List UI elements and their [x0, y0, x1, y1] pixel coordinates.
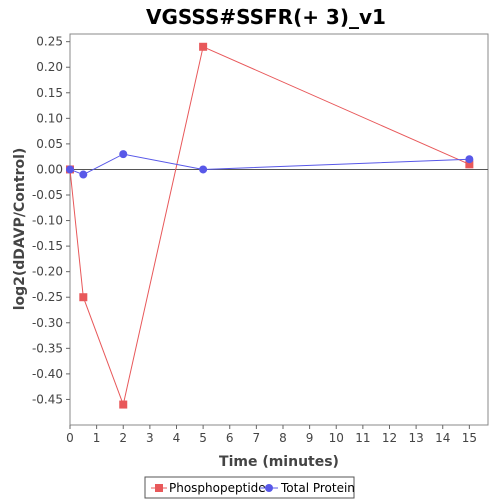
- y-tick-label: 0.25: [36, 35, 63, 49]
- y-tick-label: 0.05: [36, 137, 63, 151]
- x-tick-label: 3: [146, 431, 154, 445]
- y-tick-label: 0.20: [36, 60, 63, 74]
- x-tick-label: 7: [253, 431, 261, 445]
- phosphopeptide-point: [79, 293, 88, 302]
- legend-box: [144, 476, 355, 499]
- y-tick-label: -0.35: [32, 341, 63, 355]
- y-axis-label: log2(dDAVP/Control): [12, 148, 28, 311]
- phosphopeptide-point: [199, 42, 208, 51]
- x-tick-label: 4: [173, 431, 181, 445]
- legend-total-protein-marker: [265, 484, 273, 492]
- x-tick-label: 5: [199, 431, 207, 445]
- x-tick-label: 6: [226, 431, 234, 445]
- phosphopeptide-point: [465, 160, 474, 169]
- x-tick-label: 2: [119, 431, 127, 445]
- x-tick-label: 15: [462, 431, 477, 445]
- y-tick-label: -0.20: [32, 265, 63, 279]
- y-tick-label: 0.00: [36, 162, 63, 176]
- x-tick-label: 11: [355, 431, 370, 445]
- x-axis: 0 1 2 3 4 5 6 7 8 9 10 11 12 13 14 15: [66, 425, 477, 445]
- x-tick-label: 14: [435, 431, 450, 445]
- y-tick-label: -0.15: [32, 239, 63, 253]
- y-axis: -0.45 -0.40 -0.35 -0.30 -0.25 -0.20 -0.15 -0.10…: [32, 35, 70, 406]
- legend: Phosphopeptide Total Protein: [144, 476, 355, 499]
- y-tick-label: -0.40: [32, 367, 63, 381]
- plot-area: [69, 33, 489, 426]
- legend-phosphopeptide-label: Phosphopeptide: [169, 481, 266, 495]
- total-protein-point: [465, 155, 474, 164]
- chart-title: VGSSS#SSFR(+ 3)_v1: [146, 5, 386, 29]
- y-tick-label: 0.15: [36, 86, 63, 100]
- x-tick-label: 13: [408, 431, 423, 445]
- total-protein-point: [66, 165, 74, 174]
- y-tick-label: -0.25: [32, 290, 63, 304]
- x-axis-label: Time (minutes): [219, 454, 339, 470]
- total-protein-point: [199, 165, 208, 174]
- y-tick-label: -0.45: [32, 392, 63, 406]
- x-tick-label: 0: [66, 431, 74, 445]
- x-tick-label: 10: [329, 431, 344, 445]
- legend-total-protein-label: Total Protein: [280, 481, 355, 495]
- y-tick-label: -0.30: [32, 316, 63, 330]
- x-tick-label: 1: [93, 431, 101, 445]
- x-tick-label: 8: [279, 431, 287, 445]
- x-tick-label: 9: [306, 431, 314, 445]
- x-tick-label: 12: [382, 431, 397, 445]
- y-tick-label: -0.05: [32, 188, 63, 202]
- y-tick-label: -0.10: [32, 214, 63, 228]
- total-protein-point: [79, 170, 88, 179]
- series-layer: [66, 42, 474, 409]
- phosphopeptide-point: [119, 400, 128, 409]
- y-tick-label: 0.10: [36, 111, 63, 125]
- legend-phosphopeptide-marker: [155, 484, 163, 492]
- total-protein-point: [119, 150, 128, 159]
